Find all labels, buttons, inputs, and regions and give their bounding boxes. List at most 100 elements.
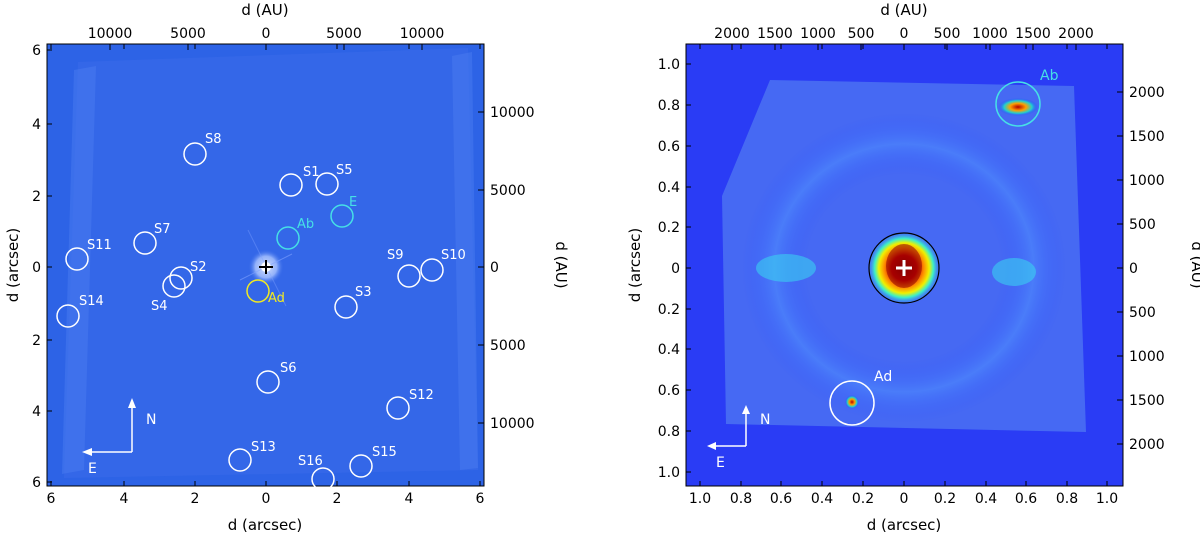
- left-label-s14: S14: [79, 294, 104, 309]
- right-top-axis-title: d (AU): [880, 1, 927, 19]
- right-xtick-label: 0.4: [975, 491, 997, 507]
- left-right-axis-title: d (AU): [552, 241, 570, 288]
- right-ytick-label: 1.0: [658, 57, 680, 73]
- left-au-ytick-label: 5000: [490, 183, 526, 199]
- right-au-ytick-label: 1500: [1129, 393, 1165, 409]
- right-xtick-label: 1.0: [1096, 491, 1118, 507]
- left-compass: N E: [82, 398, 156, 477]
- left-marker-s9: [397, 264, 421, 288]
- left-marker-s2: [169, 266, 193, 290]
- right-au-xtick-label: 1000: [800, 26, 836, 42]
- left-marker-s8: [183, 142, 207, 166]
- right-label-ab: Ab: [1040, 68, 1059, 84]
- left-image-field: [62, 48, 478, 478]
- right-au-xtick-label: 1500: [757, 26, 793, 42]
- right-marker-ab: [995, 81, 1041, 127]
- right-ytick-label: 0.4: [658, 180, 680, 196]
- right-compass-north: N: [760, 412, 770, 428]
- right-ytick-label: 0.2: [658, 302, 680, 318]
- left-marker-s10: [420, 258, 444, 282]
- right-bottom-axis-title: d (arcsec): [867, 516, 942, 534]
- left-ytick-label: 2: [32, 189, 41, 205]
- right-source-markers: Ab Ad: [829, 68, 1059, 426]
- left-ytick-label: 2: [32, 333, 41, 349]
- left-panel: S1 S2 S3 S4 S5 S6 S7 S8 S9 S10 S11 S12 S13 S14 S15 S16 A…: [4, 1, 570, 534]
- left-marker-s7: [133, 231, 157, 255]
- left-marker-s4: [162, 274, 186, 298]
- left-label-s6: S6: [280, 361, 297, 376]
- left-marker-s11: [65, 247, 89, 271]
- left-xtick-label: 2: [191, 491, 200, 507]
- right-xtick-label: 0.6: [770, 491, 792, 507]
- left-xtick-label: 6: [476, 491, 485, 507]
- left-xtick-label: 4: [120, 491, 129, 507]
- right-au-ytick-label: 1000: [1129, 173, 1165, 189]
- left-label-s12: S12: [409, 388, 434, 403]
- left-au-xtick-label: 0: [262, 26, 271, 42]
- left-ytick-label: 4: [32, 117, 41, 133]
- left-marker-s3: [334, 295, 358, 319]
- left-au-xtick-label: 10000: [400, 26, 445, 42]
- left-au-xtick-label: 5000: [326, 26, 362, 42]
- right-xtick-label: 0: [900, 491, 909, 507]
- left-bottom-axis-title: d (arcsec): [228, 516, 303, 534]
- right-au-ytick-label: 500: [1129, 217, 1156, 233]
- left-label-s4: S4: [151, 299, 168, 314]
- right-au-xtick-label: 1000: [972, 26, 1008, 42]
- right-xtick-label: 0.2: [934, 491, 956, 507]
- right-image-field: [722, 80, 1086, 432]
- left-marker-s12: [386, 396, 410, 420]
- right-ytick-label: 0.4: [658, 342, 680, 358]
- right-compass: N E: [707, 405, 770, 471]
- right-au-ytick-label: 500: [1129, 305, 1156, 321]
- left-marker-s15: [349, 454, 373, 478]
- right-xtick-label: 0.2: [852, 491, 874, 507]
- left-marker-s5: [315, 172, 339, 196]
- left-label-s2: S2: [190, 260, 207, 275]
- left-au-xtick-label: 10000: [88, 26, 133, 42]
- right-au-xtick-label: 2000: [1058, 26, 1094, 42]
- left-label-s10: S10: [441, 248, 466, 263]
- right-label-ad: Ad: [874, 369, 892, 385]
- left-xtick-label: 6: [47, 491, 56, 507]
- left-au-ytick-label: 5000: [490, 338, 526, 354]
- right-ytick-label: 0.8: [658, 424, 680, 440]
- right-xtick-label: 0.6: [1015, 491, 1037, 507]
- left-label-s9: S9: [387, 248, 404, 263]
- right-compass-east: E: [716, 455, 725, 471]
- left-label-s7: S7: [154, 222, 171, 237]
- right-au-ytick-label: 0: [1129, 261, 1138, 277]
- right-ytick-label: 0.6: [658, 383, 680, 399]
- right-right-axis-title: d (AU): [1188, 241, 1200, 288]
- right-au-ytick-label: 1500: [1129, 129, 1165, 145]
- right-au-xtick-label: 2000: [714, 26, 750, 42]
- left-marker-s16: [311, 467, 335, 491]
- left-marker-s1: [279, 173, 303, 197]
- right-ytick-label: 0.2: [658, 220, 680, 236]
- right-ytick-label: 0.6: [658, 139, 680, 155]
- left-ytick-label: 6: [32, 475, 41, 491]
- left-au-ytick-label: 10000: [490, 416, 535, 432]
- right-au-xtick-label: 0: [900, 26, 909, 42]
- right-ytick-label: 0: [671, 261, 680, 277]
- left-au-ytick-label: 0: [490, 260, 499, 276]
- left-xtick-label: 0: [262, 491, 271, 507]
- left-label-s1: S1: [303, 165, 320, 180]
- right-au-ytick-label: 1000: [1129, 349, 1165, 365]
- right-central-star-circle: [868, 232, 940, 304]
- left-label-ad: Ad: [268, 291, 285, 306]
- right-axis-ticks: 1.0 0.8 0.6 0.4 0.2 0 0.2 0.4 0.6 0.8 1.0 1.0 0.8 0.6…: [658, 26, 1165, 507]
- left-left-axis-title: d (arcsec): [4, 228, 22, 303]
- right-marker-ad: [829, 380, 875, 426]
- left-au-ytick-label: 10000: [490, 105, 535, 121]
- left-marker-s13: [228, 448, 252, 472]
- left-label-s3: S3: [355, 285, 372, 300]
- right-xtick-label: 0.8: [1056, 491, 1078, 507]
- right-au-xtick-label: 500: [848, 26, 875, 42]
- right-ytick-label: 0.8: [658, 98, 680, 114]
- right-xtick-label: 1.0: [689, 491, 711, 507]
- left-marker-ab: [276, 226, 300, 250]
